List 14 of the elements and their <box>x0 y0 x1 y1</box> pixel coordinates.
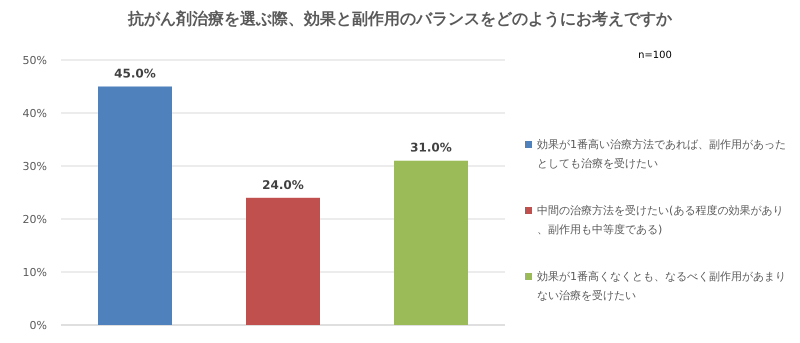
chart-title: 抗がん剤治療を選ぶ際、効果と副作用のバランスをどのようにお考えですか <box>127 9 673 28</box>
y-tick-label: 40% <box>22 107 47 120</box>
y-tick-label: 10% <box>22 266 47 279</box>
legend-label: 効果が1番高い治療方法であれば、副作用があったとしても治療を受けたい <box>537 138 786 170</box>
y-tick-label: 20% <box>22 213 47 226</box>
data-label: 31.0% <box>410 140 452 155</box>
data-label: 45.0% <box>114 66 156 80</box>
text: n=100 <box>638 50 672 61</box>
legend-label: 効果が1番高くなくとも、なるべく副作用があまりない治療を受けたい <box>537 270 786 302</box>
y-tick-label: 0% <box>30 319 47 332</box>
y-tick-label: 50% <box>22 54 47 67</box>
y-tick-label: 30% <box>22 160 47 173</box>
data-label: 24.0% <box>262 178 304 192</box>
legend-label: 中間の治療方法を受けたい(ある程度の効果があり、副作用も中等度である) <box>537 204 784 236</box>
